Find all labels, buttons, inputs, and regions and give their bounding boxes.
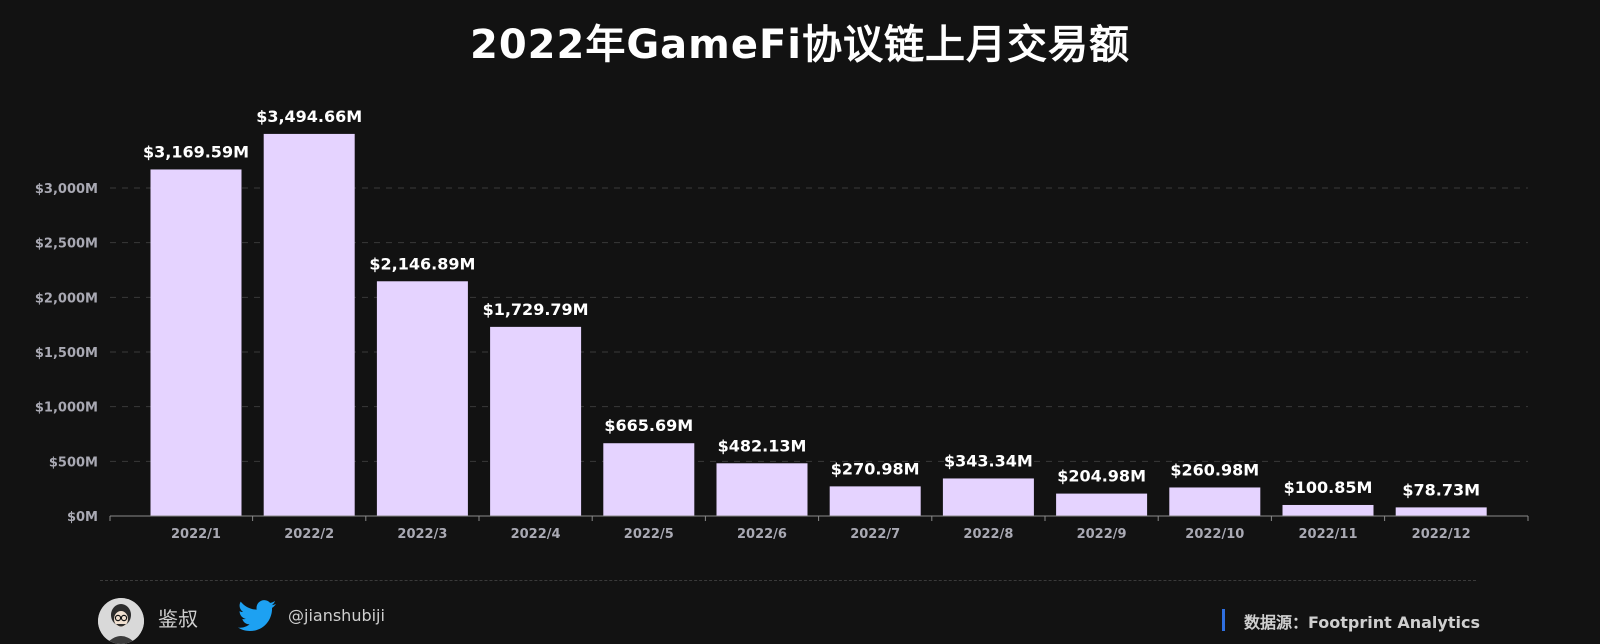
- bar-2022-4: [490, 326, 582, 516]
- y-tick-label: $2,000M: [35, 291, 98, 306]
- bar-2022-11: [1282, 504, 1374, 516]
- x-tick-label: 2022/8: [963, 527, 1013, 542]
- x-tick-label: 2022/7: [850, 527, 900, 542]
- bar-2022-8: [942, 478, 1034, 516]
- avatar-portrait-icon: [98, 598, 144, 644]
- footer-divider: [100, 580, 1476, 581]
- source-accent-bar: [1222, 609, 1225, 631]
- x-tick-label: 2022/5: [624, 527, 674, 542]
- bar-2022-6: [716, 463, 808, 516]
- x-tick-label: 2022/4: [511, 527, 561, 542]
- gridlines: [110, 187, 1528, 462]
- bar-2022-3: [376, 281, 468, 516]
- y-tick-label: $500M: [49, 455, 98, 470]
- bars: [150, 133, 1487, 516]
- x-axis-ticks: 2022/1 2022/2 2022/3 2022/4 2022/5 2022/6 2022…: [109, 516, 1529, 542]
- twitter-bird-icon: [238, 600, 276, 632]
- x-tick-label: 2022/6: [737, 527, 787, 542]
- twitter-handle: @jianshubiji: [288, 606, 385, 625]
- y-axis-ticks: $0M $500M $1,000M $1,500M $2,000M $2,500M $3,0…: [35, 182, 98, 525]
- data-label: $3,494.66M: [256, 107, 362, 126]
- y-tick-label: $1,500M: [35, 346, 98, 361]
- bar-chart: $0M $500M $1,000M $1,500M $2,000M $2,500M $3,0…: [35, 107, 1529, 542]
- bar-2022-12: [1395, 507, 1487, 516]
- data-label: $1,729.79M: [483, 300, 589, 319]
- bar-2022-1: [150, 169, 242, 516]
- bar-2022-7: [829, 486, 921, 516]
- x-tick-label: 2022/12: [1412, 527, 1471, 542]
- data-label: $260.98M: [1170, 460, 1259, 479]
- y-tick-label: $3,000M: [35, 182, 98, 197]
- bar-2022-10: [1169, 487, 1261, 516]
- y-tick-label: $1,000M: [35, 401, 98, 416]
- x-tick-label: 2022/9: [1077, 527, 1127, 542]
- bar-2022-9: [1056, 493, 1148, 516]
- data-label: $665.69M: [604, 416, 693, 435]
- chart-title: 2022年GameFi协议链上月交易额: [470, 22, 1130, 68]
- data-label: $482.13M: [718, 436, 807, 455]
- x-tick-label: 2022/2: [284, 527, 334, 542]
- data-label: $2,146.89M: [369, 254, 475, 273]
- bar-2022-5: [603, 443, 695, 516]
- author-name: 鉴叔: [158, 607, 198, 631]
- y-tick-label: $0M: [67, 510, 98, 525]
- data-label: $270.98M: [831, 459, 920, 478]
- x-tick-label: 2022/3: [397, 527, 447, 542]
- data-labels: $3,169.59M $3,494.66M $2,146.89M $1,729.79M…: [143, 107, 1480, 499]
- data-label: $343.34M: [944, 451, 1033, 470]
- data-source: 数据源：Footprint Analytics: [1244, 613, 1480, 632]
- data-label: $204.98M: [1057, 467, 1146, 486]
- data-label: $78.73M: [1402, 480, 1480, 499]
- data-label: $100.85M: [1284, 478, 1373, 497]
- y-tick-label: $2,500M: [35, 237, 98, 252]
- bar-2022-2: [263, 133, 355, 516]
- x-tick-label: 2022/1: [171, 527, 221, 542]
- data-label: $3,169.59M: [143, 142, 249, 161]
- x-tick-label: 2022/11: [1298, 527, 1357, 542]
- x-tick-label: 2022/10: [1185, 527, 1244, 542]
